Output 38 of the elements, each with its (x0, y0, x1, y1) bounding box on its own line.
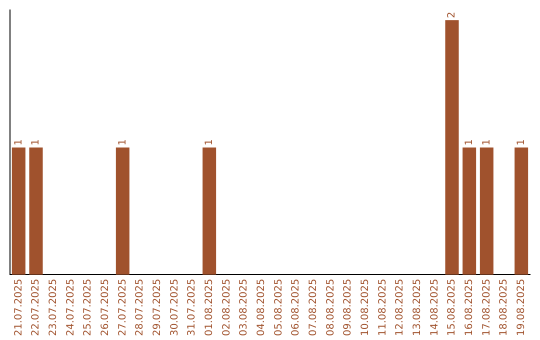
data-label: 1 (117, 139, 128, 146)
data-label: 1 (464, 139, 475, 146)
x-tick-label: 07.08.2025 (308, 278, 319, 336)
x-tick-label: 24.07.2025 (65, 278, 76, 336)
x-tick-label: 11.08.2025 (377, 278, 388, 336)
data-label: 1 (13, 139, 24, 146)
x-tick-label: 29.07.2025 (152, 278, 163, 336)
x-tick-label: 03.08.2025 (238, 278, 250, 336)
x-tick-label: 28.07.2025 (134, 278, 146, 336)
x-tick-label: 05.08.2025 (273, 278, 284, 336)
x-tick-label: 10.08.2025 (360, 278, 371, 336)
x-tick-label: 26.07.2025 (100, 278, 111, 336)
x-tick-label: 18.08.2025 (498, 278, 510, 336)
data-label: 1 (30, 139, 42, 146)
x-tick-label: 23.07.2025 (48, 278, 59, 336)
x-tick-label: 19.08.2025 (516, 278, 527, 336)
x-tick-label: 16.08.2025 (464, 278, 475, 336)
x-tick-label: 15.08.2025 (446, 278, 458, 336)
x-tick-label: 09.08.2025 (342, 278, 354, 336)
x-tick-label: 25.07.2025 (82, 278, 94, 336)
x-tick-label: 21.07.2025 (13, 278, 24, 336)
x-tick-label: 08.08.2025 (325, 278, 336, 336)
data-label: 1 (481, 139, 492, 146)
x-tick-label: 31.07.2025 (186, 278, 198, 336)
x-tick-label: 01.08.2025 (204, 278, 215, 336)
x-tick-label: 04.08.2025 (256, 278, 267, 336)
x-tick-label: 13.08.2025 (412, 278, 423, 336)
x-tick-label: 17.08.2025 (481, 278, 492, 336)
x-tick-label: 06.08.2025 (290, 278, 302, 336)
x-tick-label: 27.07.2025 (117, 278, 128, 336)
x-tick-label: 14.08.2025 (429, 278, 440, 336)
x-tick-label: 12.08.2025 (394, 278, 406, 336)
x-tick-label: 02.08.2025 (221, 278, 232, 336)
x-tick-label: 30.07.2025 (169, 278, 180, 336)
data-label: 1 (516, 139, 527, 146)
data-label: 1 (204, 139, 215, 146)
x-tick-label: 22.07.2025 (30, 278, 42, 336)
data-label: 2 (446, 12, 458, 18)
